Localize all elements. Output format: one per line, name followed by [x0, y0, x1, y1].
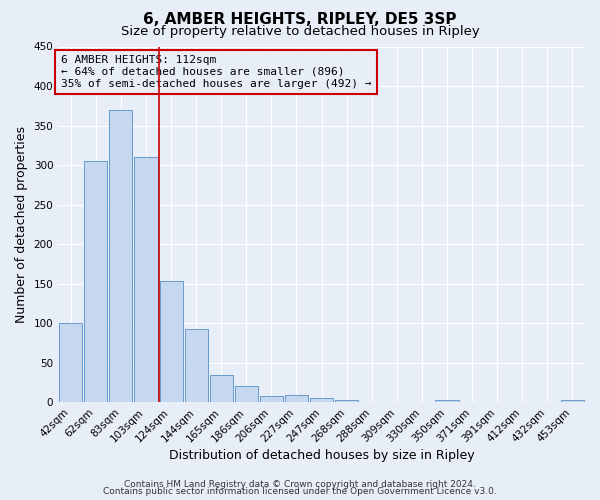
Text: Contains public sector information licensed under the Open Government Licence v3: Contains public sector information licen… — [103, 487, 497, 496]
Text: 6, AMBER HEIGHTS, RIPLEY, DE5 3SP: 6, AMBER HEIGHTS, RIPLEY, DE5 3SP — [143, 12, 457, 28]
X-axis label: Distribution of detached houses by size in Ripley: Distribution of detached houses by size … — [169, 450, 475, 462]
Bar — [561, 400, 584, 402]
Bar — [185, 330, 208, 402]
Bar — [134, 157, 158, 402]
Bar — [335, 400, 358, 402]
Bar — [59, 323, 82, 402]
Bar — [84, 161, 107, 402]
Bar — [310, 398, 333, 402]
Text: Size of property relative to detached houses in Ripley: Size of property relative to detached ho… — [121, 25, 479, 38]
Bar — [436, 400, 458, 402]
Bar — [209, 374, 233, 402]
Y-axis label: Number of detached properties: Number of detached properties — [15, 126, 28, 323]
Bar — [260, 396, 283, 402]
Text: Contains HM Land Registry data © Crown copyright and database right 2024.: Contains HM Land Registry data © Crown c… — [124, 480, 476, 489]
Bar — [109, 110, 133, 402]
Bar — [285, 395, 308, 402]
Bar — [235, 386, 258, 402]
Bar — [160, 282, 182, 402]
Text: 6 AMBER HEIGHTS: 112sqm
← 64% of detached houses are smaller (896)
35% of semi-d: 6 AMBER HEIGHTS: 112sqm ← 64% of detache… — [61, 56, 371, 88]
